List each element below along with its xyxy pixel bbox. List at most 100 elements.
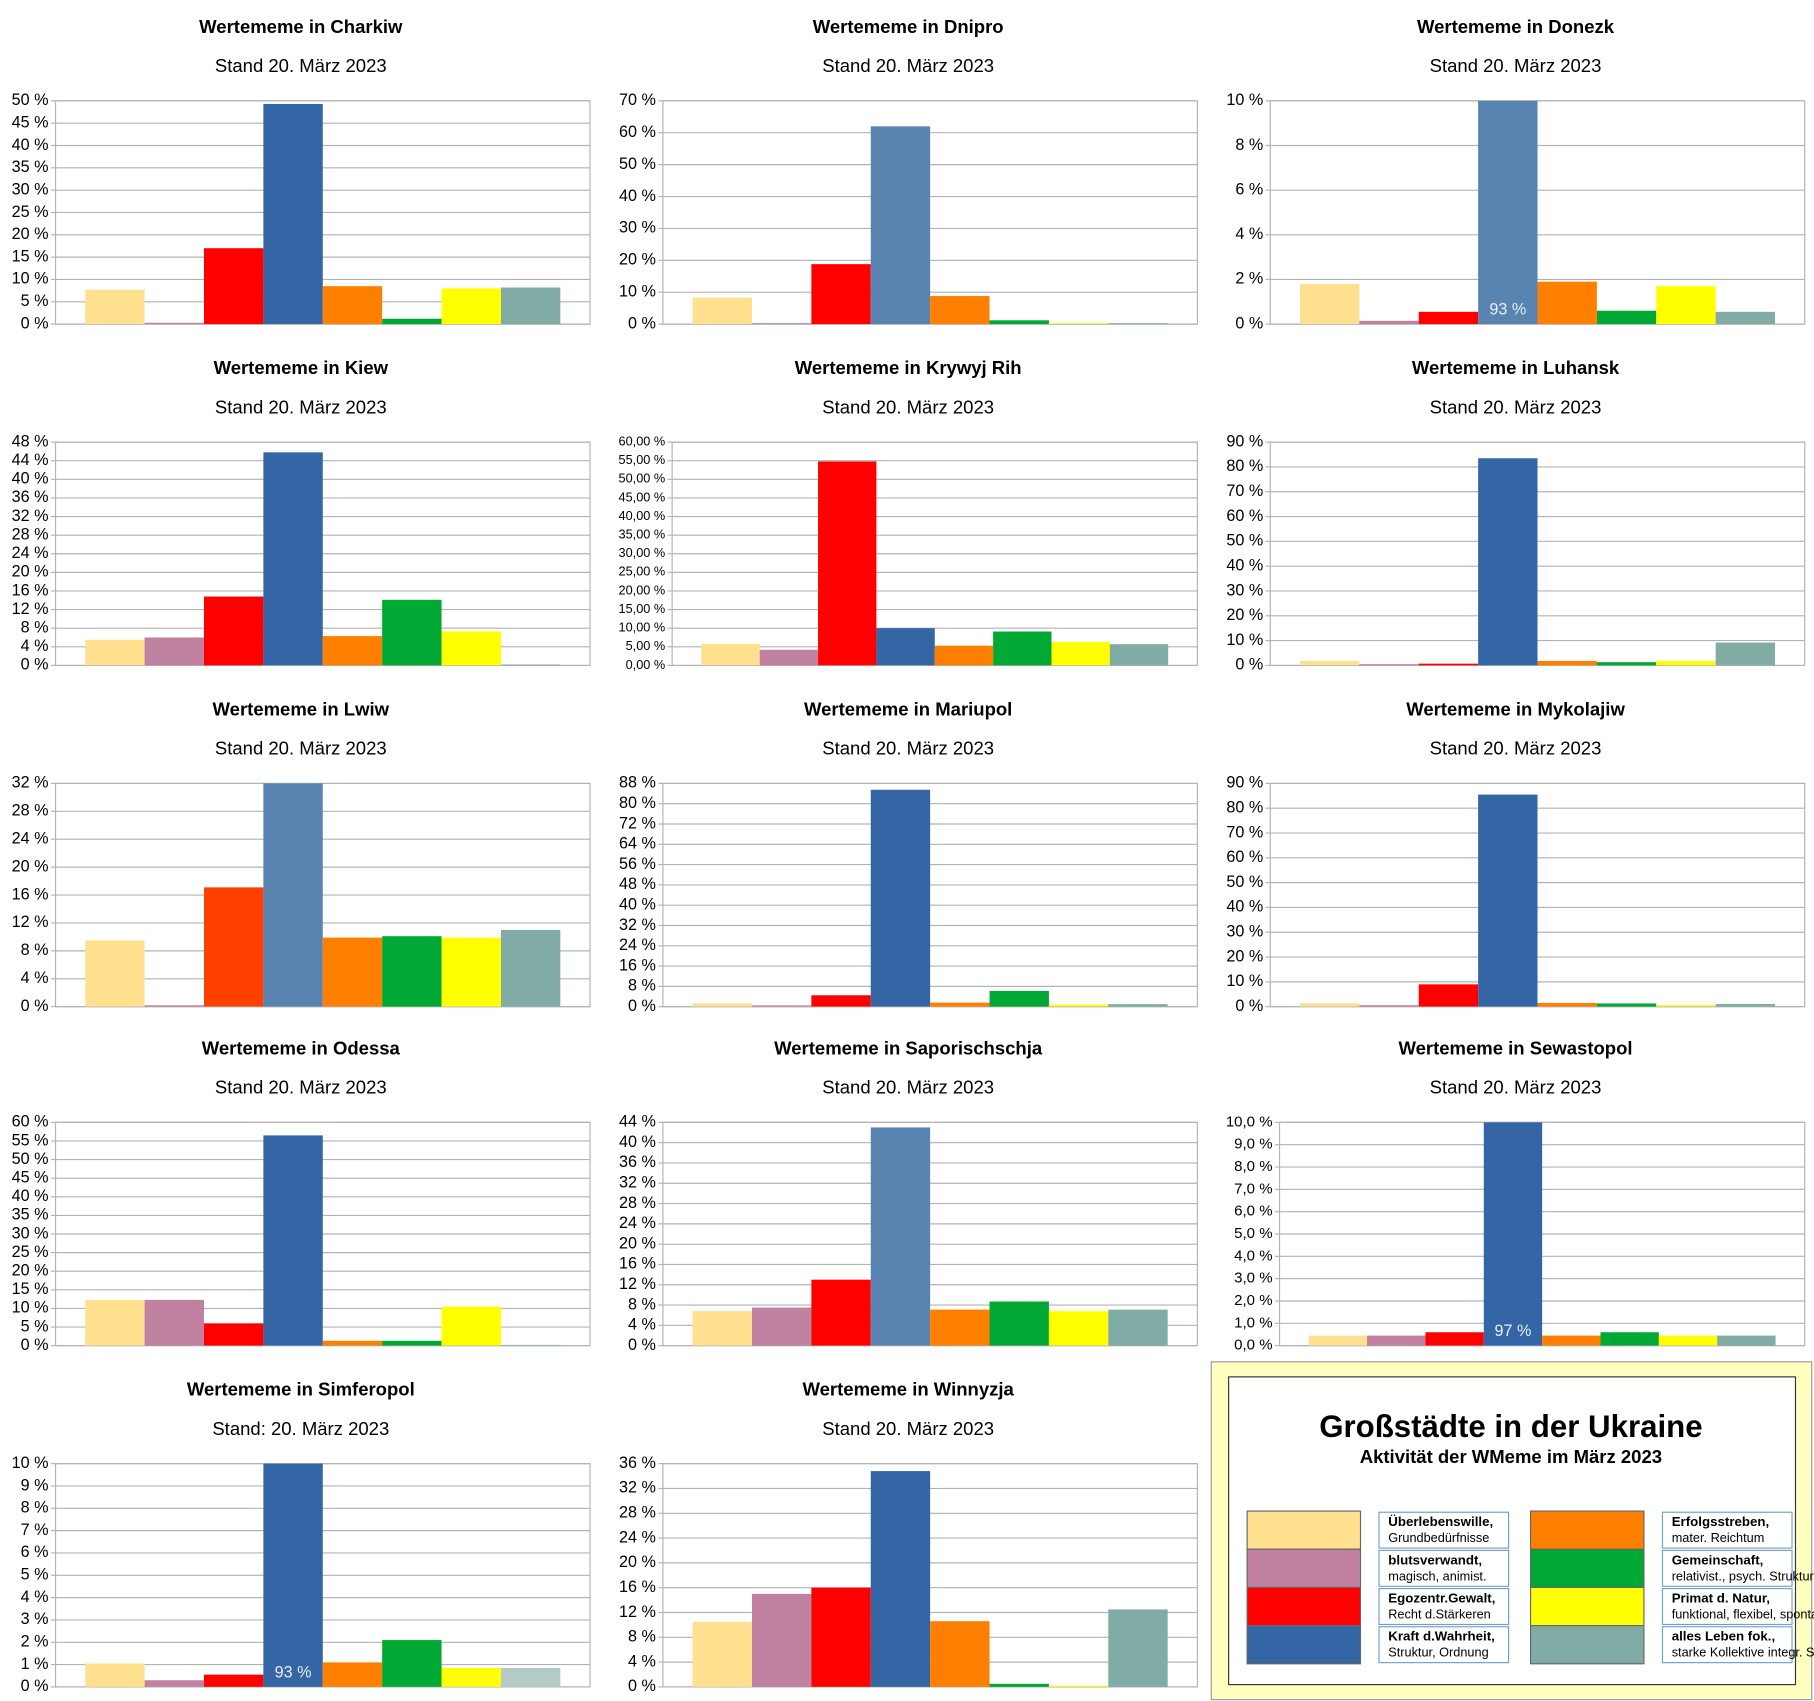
y-tick-label: 4 % [21, 1588, 49, 1606]
bar [1108, 1309, 1168, 1346]
y-tick-label: 50 % [1226, 873, 1263, 891]
legend-textbox [1378, 1588, 1510, 1626]
y-tick-label: 70 % [619, 91, 656, 109]
chart-title: Wertememe in Donezk [1417, 16, 1615, 37]
bar [930, 1309, 990, 1346]
legend-text: magisch, animist. [1388, 1568, 1486, 1583]
bar [1656, 1005, 1716, 1007]
y-tick-label: 70 % [1226, 482, 1263, 500]
bar [144, 1299, 204, 1346]
chart-subtitle: Stand 20. März 2023 [215, 396, 387, 417]
bar [759, 649, 819, 666]
bar [1656, 660, 1716, 666]
bar [811, 264, 871, 325]
chart-subtitle: Stand 20. März 2023 [822, 55, 994, 76]
y-tick-label: 2,0 % [1234, 1292, 1272, 1309]
bar [1359, 1005, 1419, 1007]
bar [692, 1003, 752, 1007]
y-tick-label: 0 % [21, 656, 49, 674]
bar [382, 318, 442, 325]
legend-swatch [1246, 1548, 1362, 1589]
y-tick-label: 6 % [1235, 180, 1263, 198]
y-tick-label: 0 % [21, 314, 49, 332]
bar [1658, 1335, 1718, 1346]
chart-subtitle: Stand 20. März 2023 [215, 55, 387, 76]
bar [1478, 458, 1538, 666]
y-tick-label: 16 % [619, 1255, 656, 1273]
legend-textbox [1661, 1588, 1793, 1626]
bar [1537, 281, 1597, 325]
bar [1656, 286, 1716, 325]
bar [1478, 794, 1538, 1007]
y-tick-label: 20 % [619, 1234, 656, 1252]
y-tick-label: 9,0 % [1234, 1136, 1272, 1153]
y-tick-label: 55,00 % [619, 452, 666, 467]
bar [441, 937, 501, 1007]
y-tick-label: 28 % [619, 1194, 656, 1212]
y-tick-label: 72 % [619, 814, 656, 832]
y-tick-label: 70 % [1226, 823, 1263, 841]
y-tick-label: 0 % [628, 1336, 656, 1354]
bar [1048, 1685, 1109, 1687]
y-tick-label: 36 % [12, 488, 49, 506]
y-tick-label: 80 % [1226, 457, 1263, 475]
y-tick-label: 50 % [1226, 532, 1263, 550]
bar [1537, 1002, 1597, 1007]
y-tick-label: 20 % [1226, 606, 1263, 624]
bar [811, 995, 871, 1007]
bar [1048, 1311, 1109, 1346]
y-tick-label: 1 % [21, 1655, 49, 1673]
chart-subtitle: Stand 20. März 2023 [215, 1077, 387, 1098]
bar [263, 1135, 323, 1346]
y-tick-label: 44 % [619, 1113, 656, 1131]
bar [1359, 664, 1419, 666]
y-tick-label: 40 % [1226, 898, 1263, 916]
y-tick-label: 40 % [12, 136, 49, 154]
y-tick-label: 7,0 % [1234, 1180, 1272, 1197]
legend-name: Erfolgsstreben, [1672, 1514, 1770, 1529]
bar [263, 452, 323, 666]
y-tick-label: 4,0 % [1234, 1247, 1272, 1264]
bar [1418, 311, 1479, 325]
y-tick-label: 0 % [628, 314, 656, 332]
y-tick-label: 8 % [628, 1628, 656, 1646]
y-tick-label: 40 % [12, 1187, 49, 1205]
chart-title: Wertememe in Charkiw [199, 16, 403, 37]
value-label: 93 % [1489, 301, 1526, 319]
y-tick-label: 24 % [619, 1528, 656, 1546]
y-tick-label: 20 % [1226, 947, 1263, 965]
legend-name: Gemeinschaft, [1672, 1552, 1764, 1567]
y-tick-label: 35 % [12, 1206, 49, 1224]
y-tick-label: 0 % [21, 1336, 49, 1354]
y-tick-label: 10 % [1226, 972, 1263, 990]
bar [1425, 1332, 1484, 1346]
y-tick-label: 24 % [619, 936, 656, 954]
chart-title: Wertememe in Mariupol [804, 698, 1012, 719]
bar [500, 664, 561, 666]
bar [818, 461, 877, 666]
bar [993, 631, 1052, 666]
y-tick-label: 0 % [628, 1677, 656, 1695]
y-tick-label: 90 % [1226, 774, 1263, 792]
y-tick-label: 48 % [619, 875, 656, 893]
bar [1715, 311, 1776, 325]
y-tick-label: 45 % [12, 1168, 49, 1186]
y-tick-label: 80 % [1226, 798, 1263, 816]
y-tick-label: 32 % [619, 916, 656, 934]
bar [500, 929, 561, 1007]
legend-textbox [1378, 1626, 1510, 1664]
y-tick-label: 9 % [21, 1476, 49, 1494]
bar [989, 1683, 1049, 1687]
y-tick-label: 50 % [12, 1150, 49, 1168]
value-label: 97 % [1494, 1322, 1531, 1340]
y-tick-label: 28 % [12, 525, 49, 543]
bar [382, 599, 442, 666]
y-tick-label: 1,0 % [1234, 1314, 1272, 1331]
bar [85, 1299, 145, 1346]
y-tick-label: 90 % [1226, 432, 1263, 450]
bar [203, 1674, 264, 1687]
y-tick-label: 8 % [21, 941, 49, 959]
legend-text: starke Kollektive integr. Systeme [1672, 1645, 1814, 1660]
legend-text: Recht d.Stärkeren [1388, 1607, 1491, 1622]
chart-subtitle: Stand 20. März 2023 [822, 1077, 994, 1098]
